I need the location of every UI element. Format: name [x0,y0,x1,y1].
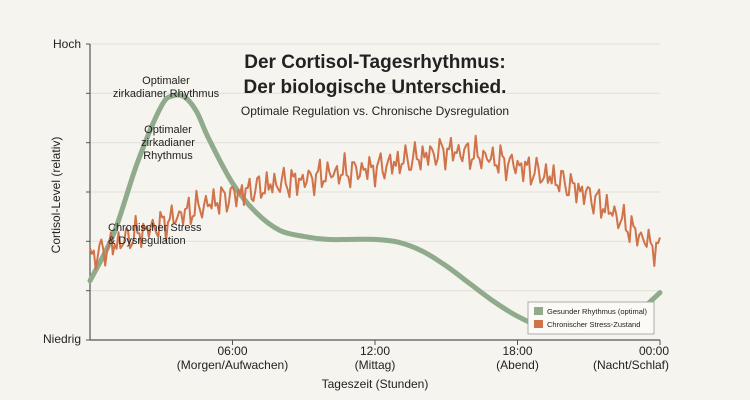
x-tick-label: (Nacht/Schlaf) [593,358,669,372]
y-tick-top: Hoch [53,37,81,51]
annotation-optimal-2-line1: Optimaler [144,124,192,136]
annotation-optimal-1-line1: Optimaler [142,75,190,87]
x-tick-label: (Morgen/Aufwachen) [177,358,288,372]
chart-title-line2: Der biologische Unterschied. [244,77,507,98]
x-tick-time: 00:00 [639,344,669,358]
legend-label-stress: Chronischer Stress-Zustand [547,320,640,329]
annotation-optimal-1-line2: zirkadianer Rhythmus [113,88,220,100]
y-tick-bottom: Niedrig [43,332,81,346]
x-tick-time: 18:00 [502,344,532,358]
annotation-stress-line2: & Dysregulation [108,235,186,247]
legend-label-gesund: Gesunder Rhythmus (optimal) [547,307,648,316]
x-tick-time: 06:00 [217,344,247,358]
chart-title-line1: Der Cortisol-Tagesrhythmus: [244,52,505,73]
annotation-optimal-2-line2: zirkadianer [141,137,195,149]
legend-box [527,301,655,335]
x-tick-time: 12:00 [360,344,390,358]
annotation-stress-line1: Chronischer Stress [108,222,202,234]
y-ticks [86,43,90,341]
legend-swatch-gesund [534,307,543,315]
y-axis-label: Cortisol-Level (relativ) [49,137,63,254]
legend-swatch-stress [534,320,543,328]
x-ticks: 06:00(Morgen/Aufwachen) 12:00(Mittag) 18:0… [177,340,669,372]
chart-subtitle: Optimale Regulation vs. Chronische Dysre… [241,104,509,118]
x-tick-label: (Abend) [496,358,539,372]
legend: Gesunder Rhythmus (optimal) Chronischer … [527,301,655,335]
x-tick-label: (Mittag) [355,358,396,372]
x-axis-label: Tageszeit (Stunden) [322,377,429,391]
annotation-optimal-2-line3: Rhythmus [143,150,193,162]
series-line-stress [89,134,661,270]
